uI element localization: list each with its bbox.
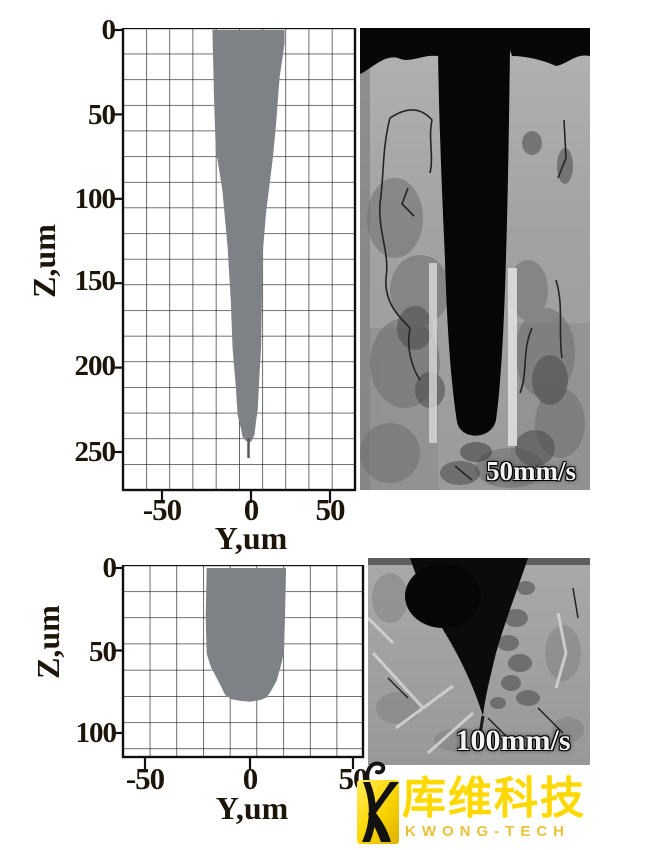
top-surface-black-band	[360, 28, 590, 74]
y-tick-label: 100	[74, 183, 117, 215]
light-streak	[429, 263, 437, 443]
logo-latin-text: KWONG-TECH	[405, 823, 570, 840]
x-tick-label: 50	[315, 492, 346, 527]
micrograph-100mms	[368, 558, 590, 765]
keyhole-profile-plot-100mms	[114, 565, 365, 769]
x-axis-label: Y,um	[215, 790, 289, 826]
y-tick-label: 150	[74, 265, 117, 297]
kwong-tech-watermark: 库维科技 KWONG-TECH	[350, 756, 650, 850]
axis-tick-marks	[114, 566, 355, 769]
logo-k-stalk	[362, 782, 376, 842]
light-crack-channels	[368, 612, 568, 755]
keyhole-profile-plot-50mms	[114, 28, 357, 503]
crack-lines	[379, 109, 567, 481]
y-tick-label: 50	[88, 99, 116, 131]
speed-annotation-50mms: 50mm/s	[486, 456, 576, 486]
micrograph-50mms	[360, 28, 590, 490]
cavity-dark-core	[405, 564, 481, 628]
axis-tick-marks	[114, 28, 332, 503]
y-tick-label: 200	[74, 350, 117, 382]
y-tick-label: 50	[89, 636, 117, 668]
y-tick-label: 250	[74, 436, 117, 468]
y-axis-label: Z,um	[26, 224, 62, 298]
x-tick-label: 0	[243, 492, 260, 527]
keyhole-cavity-shape	[438, 50, 510, 436]
x-tick-label: -50	[142, 492, 182, 527]
logo-k-arms	[368, 782, 399, 842]
speed-annotation-100mms: 100mm/s	[455, 724, 571, 757]
gray-blotches	[372, 573, 584, 752]
keyhole-profile-shape-50mms	[212, 30, 285, 442]
y-tick-label: 0	[101, 14, 117, 46]
light-streak	[508, 268, 517, 446]
logo-ribbon-curl	[365, 761, 386, 790]
y-tick-label: 100	[75, 717, 118, 749]
x-tick-label: 0	[242, 761, 259, 796]
logo-chinese-text: 库维科技	[402, 774, 586, 823]
x-axis-label: Y,um	[214, 520, 288, 556]
crack-lines	[387, 587, 579, 739]
plot-border	[121, 28, 357, 492]
plot-border	[121, 565, 365, 759]
cavity-tail	[478, 715, 485, 735]
keyhole-root-shadow	[460, 442, 492, 462]
keyhole-profile-shape-100mms	[205, 568, 287, 702]
y-axis-label: Z,um	[30, 605, 66, 679]
x-tick-label: -50	[125, 761, 165, 796]
kwong-tech-logo-icon	[357, 761, 399, 844]
y-tick-label: 0	[102, 552, 118, 584]
